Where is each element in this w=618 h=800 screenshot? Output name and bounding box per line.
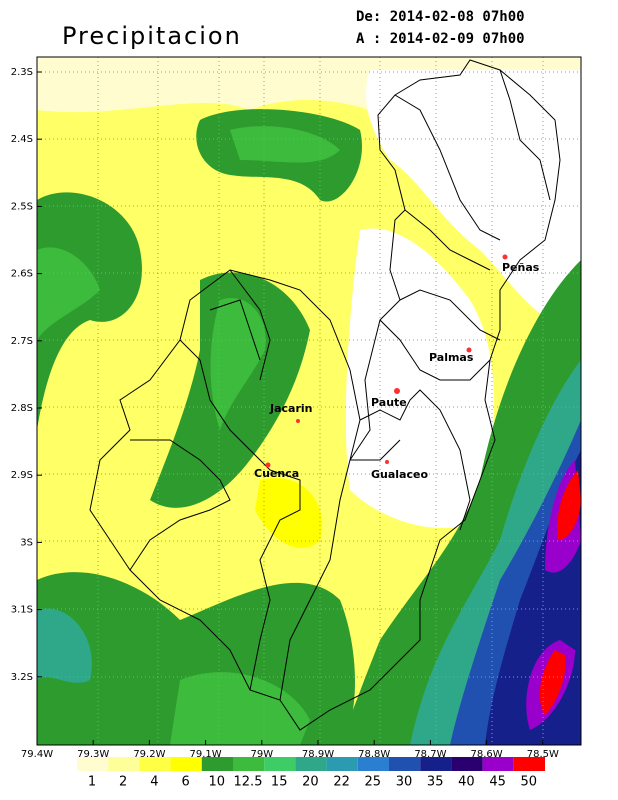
legend-label: 2	[119, 775, 127, 790]
legend-swatch	[264, 757, 296, 771]
legend-label: 1	[88, 775, 96, 790]
legend-label: 6	[181, 775, 189, 790]
lat-label: 2.9S	[11, 470, 33, 481]
legend-swatch	[77, 757, 109, 771]
lon-label: 78.6W	[471, 749, 503, 760]
lon-label: 78.9W	[302, 749, 334, 760]
place-label: Jacarin	[269, 402, 313, 415]
place-label: Gualaceo	[371, 468, 428, 481]
legend-label: 30	[396, 775, 413, 790]
basin-outlines	[89, 59, 561, 731]
legend-swatch	[513, 757, 545, 771]
lat-label: 2.4S	[11, 134, 33, 145]
legend-swatch	[420, 757, 452, 771]
legend-label: 50	[521, 775, 538, 790]
legend-label: 12.5	[234, 775, 263, 790]
lat-label: 3.2S	[11, 672, 33, 683]
grid	[37, 57, 581, 745]
legend-label: 35	[427, 775, 444, 790]
legend-label: 4	[150, 775, 158, 790]
legend-swatch	[201, 757, 233, 771]
lon-label: 78.7W	[414, 749, 446, 760]
axes: 2.3S 2.4S 2.5S 2.6S 2.7S 2.8S 2.9S 3S 3.1S 3.2S 79…	[11, 67, 559, 760]
lat-label: 3.1S	[11, 605, 33, 616]
place-label: Paute	[371, 396, 407, 409]
place-label: Palmas	[429, 351, 474, 364]
legend-swatch	[357, 757, 389, 771]
lat-label: 2.6S	[11, 269, 33, 280]
legend-swatch	[139, 757, 171, 771]
legend-label: 10	[209, 775, 226, 790]
legend-label: 45	[489, 775, 506, 790]
map-frame	[36, 56, 582, 746]
place-label: Cuenca	[254, 467, 299, 480]
legend-label: 25	[365, 775, 382, 790]
legend-swatch	[326, 757, 358, 771]
legend-swatch	[108, 757, 140, 771]
lat-label: 2.7S	[11, 336, 33, 347]
lon-label: 79.4W	[21, 749, 53, 760]
title: Precipitacion	[62, 22, 242, 50]
legend-label: 15	[271, 775, 288, 790]
legend-label: 40	[458, 775, 475, 790]
lon-label: 79W	[250, 749, 273, 760]
lon-label: 79.2W	[133, 749, 165, 760]
legend: 1 2 4 6 10 12.5 15 20 22 25 30 35 40 45 50	[77, 757, 545, 790]
lat-label: 2.5S	[11, 201, 33, 212]
legend-label: 22	[333, 775, 350, 790]
date-from: De: 2014-02-08 07h00	[356, 9, 525, 25]
lon-label: 78.5W	[527, 749, 559, 760]
legend-swatch	[482, 757, 514, 771]
legend-swatch	[233, 757, 265, 771]
lon-label: 79.1W	[190, 749, 222, 760]
lon-label: 79.3W	[77, 749, 109, 760]
city-markers	[265, 254, 508, 468]
legend-swatch	[295, 757, 327, 771]
legend-swatch	[170, 757, 202, 771]
legend-swatch	[451, 757, 483, 771]
legend-label: 20	[302, 775, 319, 790]
legend-swatch	[389, 757, 421, 771]
lat-label: 2.8S	[11, 403, 33, 414]
lat-label: 3S	[20, 537, 33, 548]
map-field: Peñas Palmas Paute Jacarin Cuenca Gualac…	[36, 56, 582, 746]
lon-label: 78.8W	[358, 749, 390, 760]
place-label: Peñas	[502, 261, 540, 274]
lat-label: 2.3S	[11, 67, 33, 78]
date-to: A : 2014-02-09 07h00	[356, 31, 525, 47]
